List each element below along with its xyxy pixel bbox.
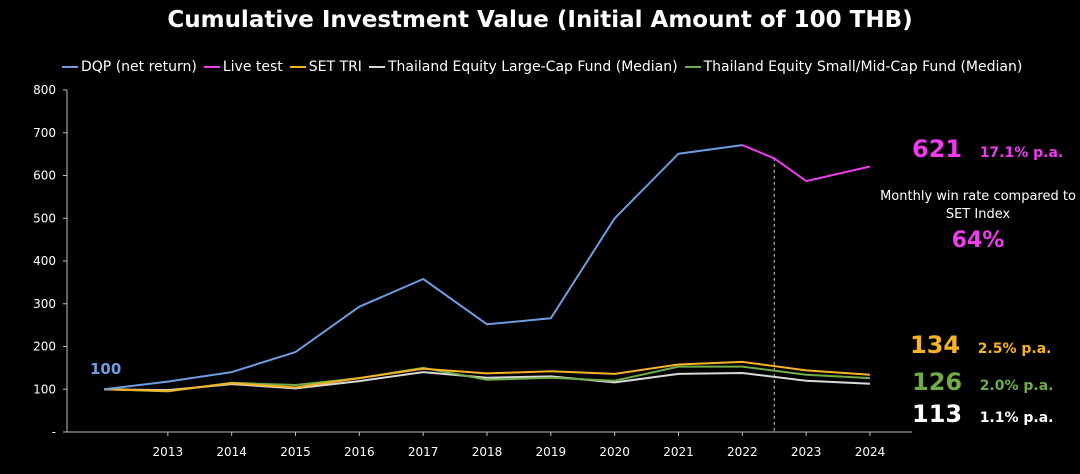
x-tick-label: 2023	[791, 445, 822, 459]
series-line-dqp	[103, 144, 743, 391]
dqp-end-rate: 17.1% p.a.	[979, 145, 1064, 161]
x-tick-label: 2014	[216, 445, 247, 459]
legend-swatch-set-tri	[289, 66, 306, 68]
legend-swatch-dqp	[62, 66, 78, 68]
x-tick-label: 2017	[408, 445, 439, 459]
x-tick-label: 2016	[344, 445, 375, 459]
win-rate-value: 64%	[951, 228, 1005, 253]
chart-legend: DQP (net return) Live test SET TRI Thail…	[62, 59, 1029, 75]
y-tick-label: -	[52, 425, 56, 439]
x-tick-label: 2021	[663, 445, 694, 459]
x-tick-label: 2015	[280, 445, 311, 459]
legend-item-large-cap: Thailand Equity Large-Cap Fund (Median)	[368, 59, 678, 75]
large-cap-end-rate: 1.1% p.a.	[979, 410, 1054, 426]
x-tick-label: 2018	[472, 445, 503, 459]
chart-title: Cumulative Investment Value (Initial Amo…	[167, 7, 913, 33]
y-tick-label: 600	[33, 169, 56, 183]
large-cap-end-annotation: 113 1.1% p.a.	[912, 400, 1054, 428]
start-value-label: 100	[90, 360, 122, 378]
legend-item-set-tri: SET TRI	[289, 59, 362, 75]
y-tick-label: 500	[33, 211, 56, 225]
x-tick-label: 2024	[855, 445, 886, 459]
y-tick-label: 400	[33, 254, 56, 268]
legend-label-dqp: DQP (net return)	[81, 59, 197, 75]
x-tick-label: 2013	[153, 445, 184, 459]
small-mid-cap-end-value: 126	[912, 368, 963, 396]
legend-item-dqp: DQP (net return)	[62, 59, 197, 75]
set-tri-end-annotation: 134 2.5% p.a.	[910, 331, 1052, 359]
legend-swatch-large-cap	[368, 66, 385, 68]
legend-label-set-tri: SET TRI	[308, 59, 362, 75]
x-tick-label: 2020	[599, 445, 630, 459]
series-line-small-mid-cap	[103, 365, 871, 393]
dqp-end-annotation: 621 17.1% p.a.	[912, 135, 1063, 163]
set-tri-end-rate: 2.5% p.a.	[977, 341, 1052, 357]
x-tick-label: 2022	[727, 445, 758, 459]
legend-label-live-test: Live test	[222, 59, 283, 75]
series-line-set-tri	[103, 360, 871, 392]
set-tri-end-value: 134	[910, 331, 961, 359]
x-tick-label: 2019	[536, 445, 567, 459]
legend-swatch-small-mid-cap	[684, 66, 701, 68]
legend-label-small-mid-cap: Thailand Equity Small/Mid-Cap Fund (Medi…	[703, 59, 1023, 75]
y-tick-label: 300	[33, 297, 56, 311]
legend-label-large-cap: Thailand Equity Large-Cap Fund (Median)	[387, 59, 678, 75]
small-mid-cap-end-annotation: 126 2.0% p.a.	[912, 368, 1054, 396]
small-mid-cap-end-rate: 2.0% p.a.	[979, 378, 1054, 394]
large-cap-end-value: 113	[912, 400, 963, 428]
legend-swatch-live-test	[203, 66, 220, 68]
series-line-live-test	[741, 144, 871, 183]
y-tick-label: 700	[33, 126, 56, 140]
y-tick-label: 200	[33, 340, 56, 354]
y-tick-label: 800	[33, 83, 56, 97]
legend-item-live-test: Live test	[203, 59, 283, 75]
dqp-end-value: 621	[912, 135, 963, 163]
win-rate-note: Monthly win rate compared to SET Index	[880, 189, 1076, 222]
y-tick-label: 100	[33, 382, 56, 396]
legend-item-small-mid-cap: Thailand Equity Small/Mid-Cap Fund (Medi…	[684, 59, 1023, 75]
